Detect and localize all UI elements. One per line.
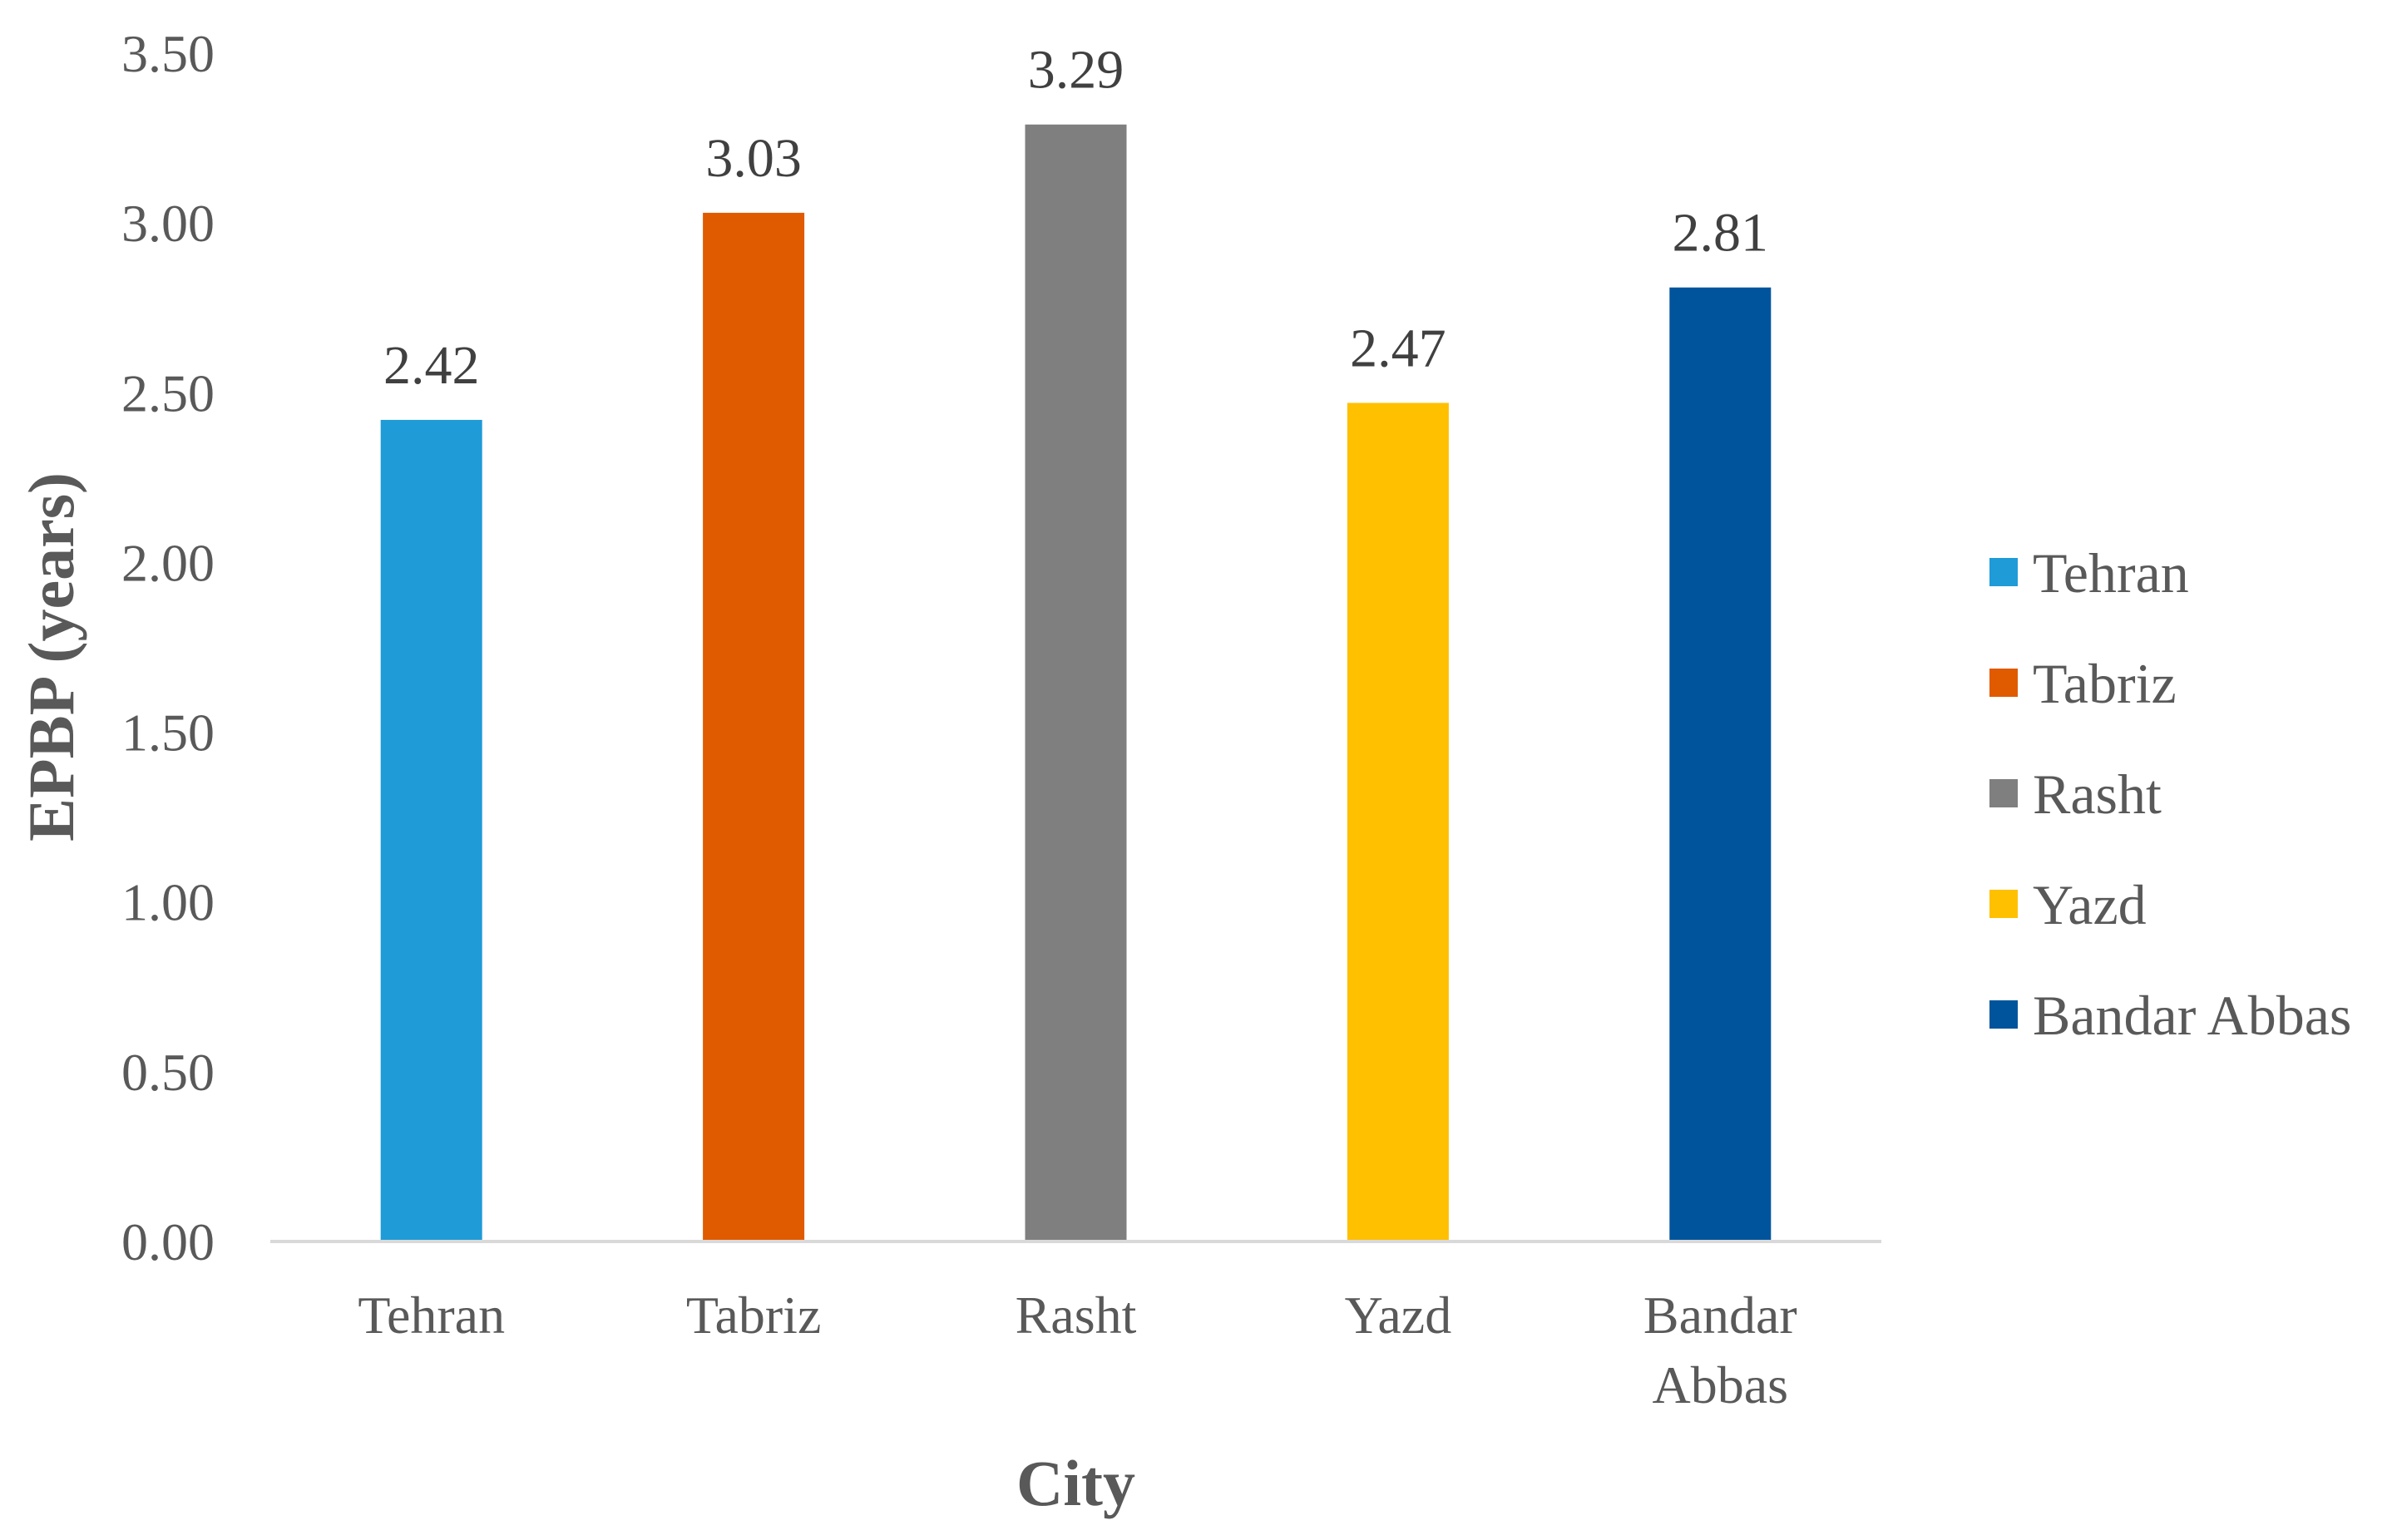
y-tick-label: 2.00 xyxy=(121,533,215,592)
data-label: 2.47 xyxy=(1350,318,1446,379)
legend-label: Bandar Abbas xyxy=(2033,984,2351,1047)
legend-swatch xyxy=(1989,558,2018,586)
legend: Tehran Tabriz Rasht Yazd Bandar Abbas xyxy=(1989,541,2351,1047)
bars xyxy=(380,124,1772,1242)
y-axis-title: EPBP (years) xyxy=(15,472,87,842)
bar xyxy=(1025,124,1127,1242)
legend-label: Yazd xyxy=(2033,873,2147,936)
bar xyxy=(1347,402,1449,1241)
legend-swatch xyxy=(1989,779,2018,807)
data-label: 2.42 xyxy=(383,335,480,396)
legend-swatch xyxy=(1989,1000,2018,1029)
y-tick-label: 3.50 xyxy=(121,24,215,83)
legend-swatch xyxy=(1989,669,2018,697)
x-axis-title: City xyxy=(1016,1447,1135,1519)
legend-swatch xyxy=(1989,890,2018,918)
legend-label: Tehran xyxy=(2033,541,2189,605)
legend-label: Tabriz xyxy=(2033,652,2177,715)
x-tick-label: Tabriz xyxy=(686,1286,822,1345)
y-tick-label: 0.50 xyxy=(121,1043,215,1102)
x-tick-label: Rasht xyxy=(1016,1286,1137,1345)
data-label: 3.03 xyxy=(705,128,802,189)
bar xyxy=(380,419,482,1241)
y-axis-ticks: 0.00 0.50 1.00 1.50 2.00 2.50 3.00 3.50 xyxy=(121,24,215,1271)
y-tick-label: 2.50 xyxy=(121,363,215,422)
y-tick-label: 0.00 xyxy=(121,1212,215,1271)
bar xyxy=(1669,287,1772,1241)
x-axis-ticks: Tehran Tabriz Rasht Yazd Bandar Abbas xyxy=(358,1286,1797,1414)
y-tick-label: 1.00 xyxy=(121,873,215,932)
y-tick-label: 3.00 xyxy=(121,194,215,253)
x-tick-label: Tehran xyxy=(358,1286,505,1345)
bar xyxy=(703,212,805,1241)
data-labels: 2.42 3.03 3.29 2.47 2.81 xyxy=(383,40,1768,396)
legend-label: Rasht xyxy=(2033,763,2162,826)
x-tick-label: Bandar Abbas xyxy=(1643,1286,1797,1414)
x-tick-label: Yazd xyxy=(1345,1286,1452,1345)
data-label: 3.29 xyxy=(1028,40,1124,101)
y-tick-label: 1.50 xyxy=(121,703,215,763)
data-label: 2.81 xyxy=(1673,203,1769,264)
